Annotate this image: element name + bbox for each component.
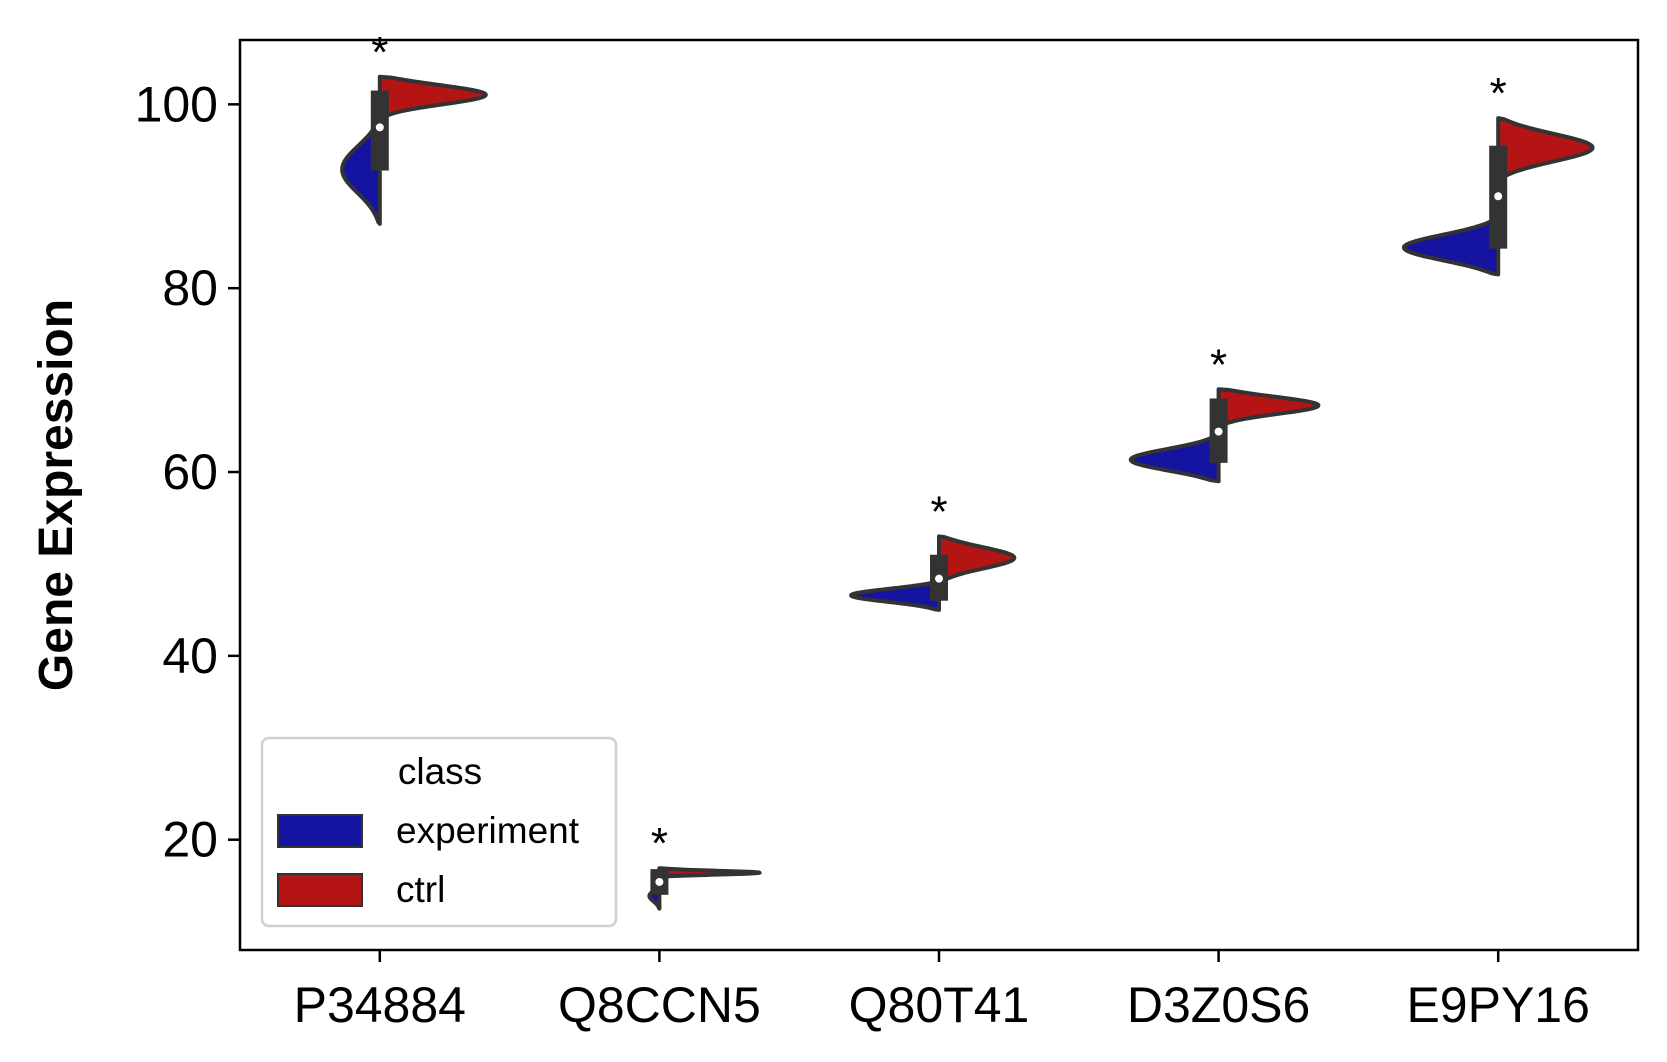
inner-boxes-layer [370,90,1508,895]
median-dot-Q80T41 [935,574,943,583]
y-tick-label-20: 20 [162,812,218,868]
violin-ctrl-Q8CCN5 [657,866,762,879]
violin-experiment-Q80T41 [849,580,941,612]
violin-experiment-P34884 [340,120,382,226]
significance-star-D3Z0S6: * [1210,340,1227,389]
median-dot-E9PY16 [1494,192,1503,201]
x-tick-label-P34884: P34884 [294,977,466,1033]
y-tick-label-80: 80 [162,260,218,316]
y-tick-label-40: 40 [162,628,218,684]
y-tick-label-100: 100 [135,76,218,132]
violin-experiment-E9PY16 [1401,217,1501,277]
y-tick-label-60: 60 [162,444,218,500]
legend-label-ctrl: ctrl [396,869,445,910]
significance-star-Q80T41: * [930,487,947,536]
violin-ctrl-D3Z0S6 [1216,387,1321,429]
violins-layer [340,74,1595,911]
x-tick-label-Q8CCN5: Q8CCN5 [558,977,761,1033]
legend-title: class [398,751,482,792]
significance-star-E9PY16: * [1490,69,1507,118]
violin-ctrl-P34884 [377,74,488,121]
y-axis: 20 40 60 80 100 [135,76,240,868]
legend-swatch-ctrl [277,873,363,907]
violin-experiment-D3Z0S6 [1128,433,1221,484]
median-dot-P34884 [375,123,384,132]
significance-star-Q8CCN5: * [651,819,668,868]
violin-ctrl-Q80T41 [937,534,1017,585]
legend-label-experiment: experiment [396,810,580,851]
median-dot-D3Z0S6 [1214,427,1223,436]
x-axis: P34884 Q8CCN5 Q80T41 D3Z0S6 E9PY16 [294,950,1590,1033]
legend: class experiment ctrl [260,736,618,928]
violin-ctrl-E9PY16 [1496,116,1595,180]
x-tick-label-D3Z0S6: D3Z0S6 [1127,977,1310,1033]
median-dot-Q8CCN5 [655,877,664,886]
significance-layer: * * * * * [371,28,1507,868]
y-axis-label: Gene Expression [30,299,83,691]
x-tick-label-Q80T41: Q80T41 [849,977,1030,1033]
significance-star-P34884: * [371,28,388,77]
legend-swatch-experiment [277,814,363,848]
x-tick-label-E9PY16: E9PY16 [1406,977,1589,1033]
